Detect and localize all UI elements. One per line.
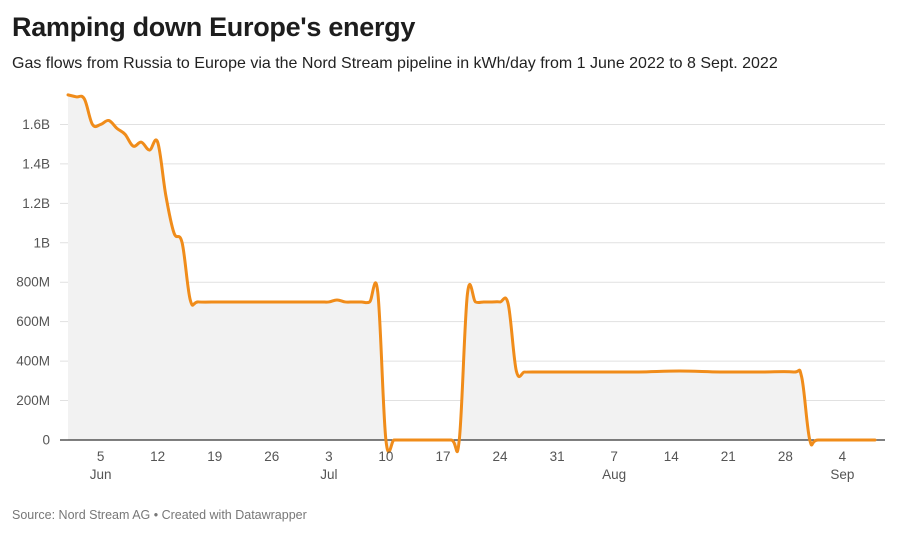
x-tick-label: 28	[778, 449, 793, 464]
x-tick-label: 21	[721, 449, 736, 464]
x-tick-label: 31	[550, 449, 565, 464]
x-tick-label: 26	[264, 449, 279, 464]
x-tick-label: 3	[325, 449, 333, 464]
chart-subtitle: Gas flows from Russia to Europe via the …	[12, 55, 778, 72]
source-note: Source: Nord Stream AG • Created with Da…	[12, 508, 307, 522]
chart-title: Ramping down Europe's energy	[12, 12, 416, 42]
x-tick-label: 24	[493, 449, 509, 464]
y-tick-label: 800M	[16, 275, 50, 290]
x-tick-label: 12	[150, 449, 165, 464]
y-tick-label: 200M	[16, 393, 50, 408]
month-label: Jun	[90, 467, 112, 482]
y-tick-label: 400M	[16, 354, 50, 369]
y-tick-label: 1.6B	[22, 117, 50, 132]
y-tick-label: 0	[42, 433, 50, 448]
month-label: Jul	[320, 467, 337, 482]
y-tick-label: 600M	[16, 314, 50, 329]
y-tick-label: 1.4B	[22, 156, 50, 171]
x-tick-label: 5	[97, 449, 105, 464]
x-tick-label: 10	[378, 449, 393, 464]
x-tick-label: 4	[839, 449, 847, 464]
x-tick-label: 17	[435, 449, 450, 464]
month-label: Sep	[830, 467, 854, 482]
y-axis: 0 200M 400M 600M 800M 1B 1.2B 1.4B 1.6B	[16, 117, 50, 448]
x-tick-label: 7	[610, 449, 618, 464]
x-axis: 5 12 19 26 3 10 17 24 31 7 14 21 28 4	[97, 449, 847, 464]
month-labels: Jun Jul Aug Sep	[90, 467, 855, 482]
month-label: Aug	[602, 467, 626, 482]
series-line	[66, 93, 877, 454]
y-tick-label: 1.2B	[22, 196, 50, 211]
y-tick-label: 1B	[33, 235, 50, 250]
x-tick-label: 14	[664, 449, 680, 464]
area-fill	[68, 94, 875, 452]
x-tick-label: 19	[207, 449, 222, 464]
